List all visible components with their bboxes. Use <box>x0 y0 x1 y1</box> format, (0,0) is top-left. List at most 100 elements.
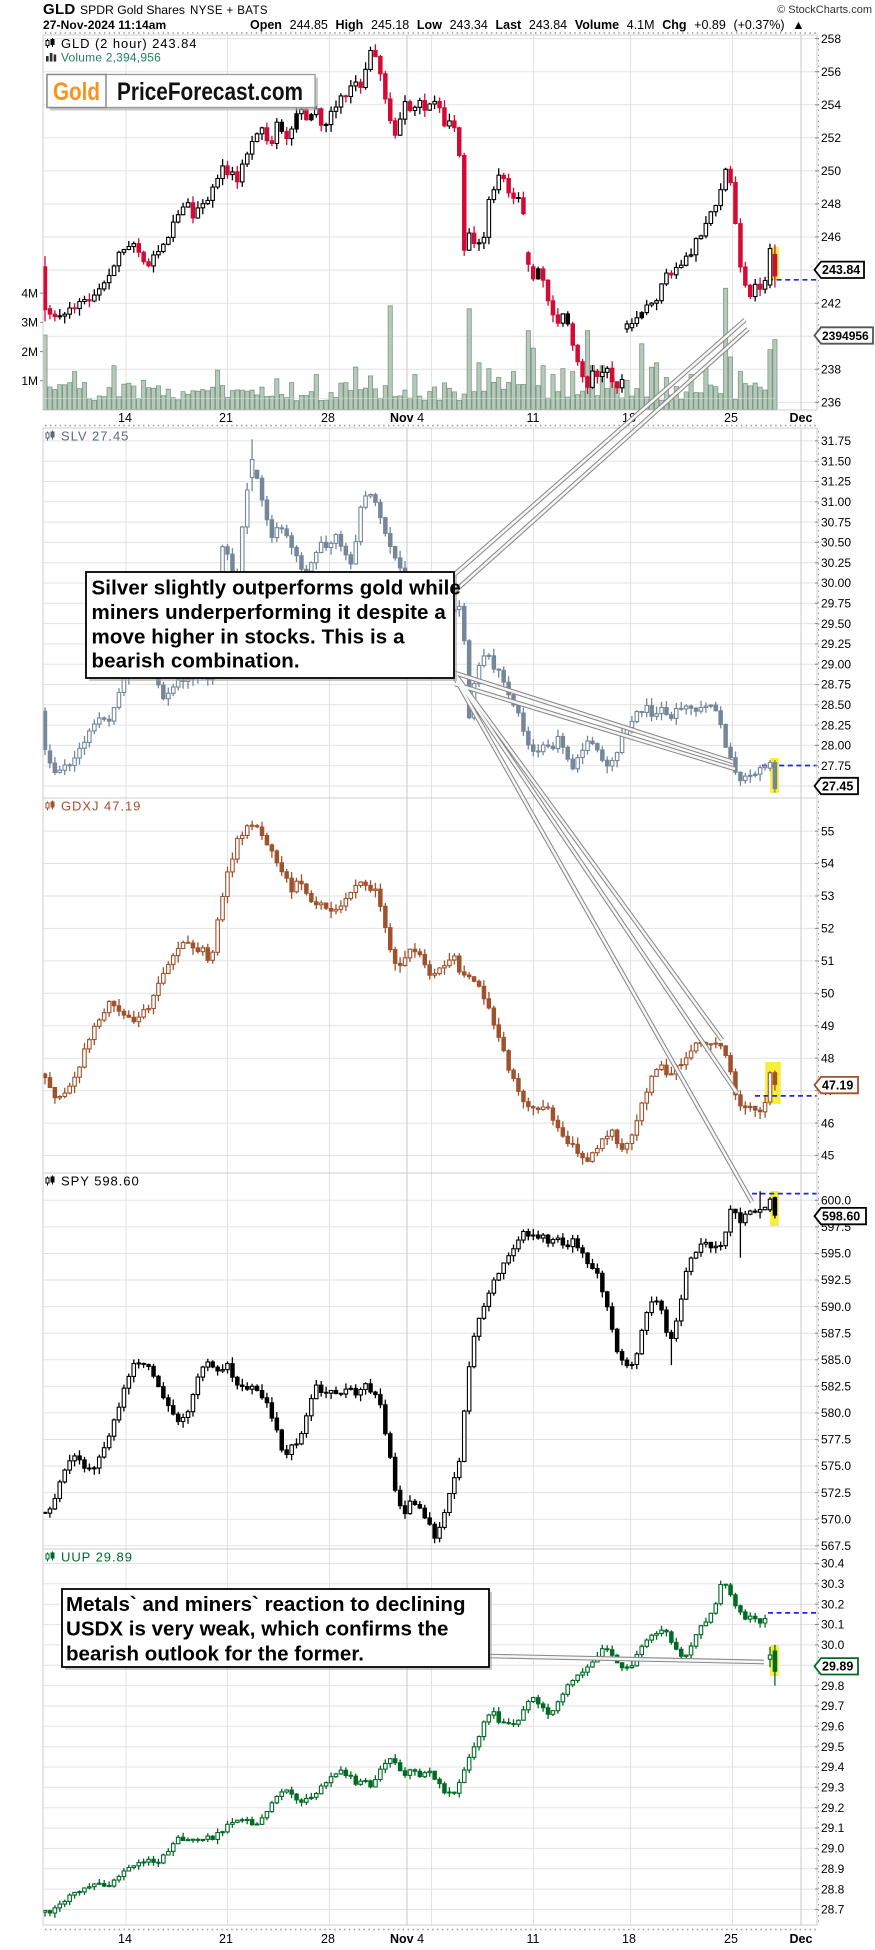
svg-text:Dec: Dec <box>790 1932 813 1946</box>
svg-text:29.00: 29.00 <box>821 657 851 671</box>
svg-text:NYSE + BATS: NYSE + BATS <box>190 5 268 17</box>
svg-text:252: 252 <box>821 131 841 145</box>
svg-text:18: 18 <box>622 1932 636 1946</box>
svg-text:28.00: 28.00 <box>821 739 851 753</box>
svg-text:30.3: 30.3 <box>821 1577 845 1591</box>
svg-text:53: 53 <box>821 889 835 903</box>
svg-text:21: 21 <box>219 1932 233 1946</box>
svg-text:29.8: 29.8 <box>821 1679 845 1693</box>
svg-text:238: 238 <box>821 363 841 377</box>
svg-text:575.0: 575.0 <box>821 1459 851 1473</box>
svg-text:592.5: 592.5 <box>821 1273 851 1287</box>
svg-text:567.5: 567.5 <box>821 1539 851 1553</box>
svg-text:2394956: 2394956 <box>822 329 869 343</box>
svg-text:29.5: 29.5 <box>821 1740 845 1754</box>
svg-text:45: 45 <box>821 1149 835 1163</box>
svg-text:30.50: 30.50 <box>821 536 851 550</box>
svg-text:29.25: 29.25 <box>821 637 851 651</box>
svg-text:243.84: 243.84 <box>822 263 860 277</box>
svg-text:590.0: 590.0 <box>821 1300 851 1314</box>
svg-text:GLD: GLD <box>43 1 76 18</box>
svg-text:30.0: 30.0 <box>821 1638 845 1652</box>
svg-text:572.5: 572.5 <box>821 1486 851 1500</box>
svg-text:move higher in stocks. This is: move higher in stocks. This is a <box>92 625 406 648</box>
svg-text:11: 11 <box>527 1932 540 1946</box>
svg-text:49: 49 <box>821 1019 835 1033</box>
svg-text:UUP 29.89: UUP 29.89 <box>61 1550 133 1565</box>
svg-text:SLV 27.45: SLV 27.45 <box>61 429 129 444</box>
svg-text:bearish outlook for the former: bearish outlook for the former. <box>66 1642 364 1665</box>
svg-text:256: 256 <box>821 65 841 79</box>
svg-text:28: 28 <box>321 411 335 425</box>
svg-text:577.5: 577.5 <box>821 1433 851 1447</box>
svg-text:SPDR Gold Shares: SPDR Gold Shares <box>80 3 185 17</box>
svg-text:miners underperforming it desp: miners underperforming it despite a <box>92 601 447 624</box>
svg-text:258: 258 <box>821 32 841 46</box>
svg-text:Metals` and miners` reaction t: Metals` and miners` reaction to declinin… <box>66 1593 466 1616</box>
svg-text:598.60: 598.60 <box>822 1210 860 1224</box>
svg-text:28.75: 28.75 <box>821 678 851 692</box>
svg-text:31.25: 31.25 <box>821 475 851 489</box>
svg-text:USDX is very weak, which confi: USDX is very weak, which confirms the <box>66 1618 448 1641</box>
svg-text:14: 14 <box>118 411 132 425</box>
svg-text:GDXJ 47.19: GDXJ 47.19 <box>61 799 141 814</box>
svg-text:Silver slightly outperforms go: Silver slightly outperforms gold while <box>92 577 461 600</box>
svg-text:28.9: 28.9 <box>821 1862 845 1876</box>
svg-text:29.75: 29.75 <box>821 597 851 611</box>
svg-text:Dec: Dec <box>790 411 813 425</box>
svg-text:25: 25 <box>724 411 738 425</box>
svg-text:28.7: 28.7 <box>821 1903 845 1917</box>
svg-text:SPY 598.60: SPY 598.60 <box>61 1174 140 1189</box>
svg-text:31.75: 31.75 <box>821 434 851 448</box>
svg-text:54: 54 <box>821 857 835 871</box>
svg-text:580.0: 580.0 <box>821 1406 851 1420</box>
svg-text:Gold: Gold <box>53 78 100 106</box>
svg-text:31.50: 31.50 <box>821 454 851 468</box>
svg-text:Open 244.85 High 245.18 Low 24: Open 244.85 High 245.18 Low 243.34 Last … <box>250 18 805 32</box>
svg-text:600.0: 600.0 <box>821 1194 851 1208</box>
svg-text:27-Nov-2024 11:14am: 27-Nov-2024 11:14am <box>43 18 166 32</box>
svg-text:254: 254 <box>821 98 841 112</box>
svg-text:236: 236 <box>821 396 841 410</box>
svg-text:27.45: 27.45 <box>822 779 853 793</box>
svg-text:29.89: 29.89 <box>822 1660 853 1674</box>
svg-text:587.5: 587.5 <box>821 1326 851 1340</box>
svg-text:30.75: 30.75 <box>821 515 851 529</box>
svg-text:48: 48 <box>821 1051 835 1065</box>
svg-text:248: 248 <box>821 197 841 211</box>
svg-text:46: 46 <box>821 1116 835 1130</box>
svg-text:585.0: 585.0 <box>821 1353 851 1367</box>
svg-text:29.2: 29.2 <box>821 1801 845 1815</box>
svg-text:3M: 3M <box>21 316 38 330</box>
svg-text:246: 246 <box>821 230 841 244</box>
svg-text:4M: 4M <box>21 286 38 300</box>
svg-text:11: 11 <box>527 411 540 425</box>
svg-text:29.1: 29.1 <box>821 1821 845 1835</box>
svg-text:582.5: 582.5 <box>821 1380 851 1394</box>
svg-text:29.4: 29.4 <box>821 1760 845 1774</box>
svg-text:51: 51 <box>821 954 835 968</box>
svg-text:31.00: 31.00 <box>821 495 851 509</box>
svg-text:29.3: 29.3 <box>821 1781 845 1795</box>
svg-text:30.00: 30.00 <box>821 576 851 590</box>
svg-text:50: 50 <box>821 987 835 1001</box>
svg-text:570.0: 570.0 <box>821 1512 851 1526</box>
svg-text:Nov 4: Nov 4 <box>390 1932 424 1946</box>
svg-text:29.0: 29.0 <box>821 1842 845 1856</box>
svg-text:GLD (2 hour) 243.84: GLD (2 hour) 243.84 <box>61 36 197 51</box>
svg-text:28.50: 28.50 <box>821 698 851 712</box>
svg-text:30.25: 30.25 <box>821 556 851 570</box>
svg-text:Nov 4: Nov 4 <box>390 411 424 425</box>
svg-text:52: 52 <box>821 922 835 936</box>
svg-text:28.8: 28.8 <box>821 1882 845 1896</box>
svg-text:29.7: 29.7 <box>821 1699 845 1713</box>
svg-text:55: 55 <box>821 824 835 838</box>
svg-text:27.75: 27.75 <box>821 759 851 773</box>
svg-text:30.2: 30.2 <box>821 1597 845 1611</box>
svg-text:bearish combination.: bearish combination. <box>92 650 300 673</box>
svg-text:14: 14 <box>118 1932 132 1946</box>
svg-text:250: 250 <box>821 164 841 178</box>
svg-text:28.25: 28.25 <box>821 718 851 732</box>
svg-text:Volume 2,394,956: Volume 2,394,956 <box>61 51 161 65</box>
svg-text:21: 21 <box>219 411 233 425</box>
